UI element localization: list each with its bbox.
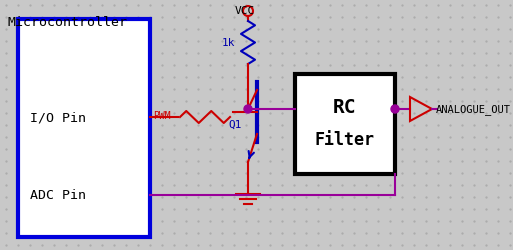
Text: PWM: PWM bbox=[153, 110, 171, 120]
Text: RC: RC bbox=[333, 98, 357, 117]
Text: VCC: VCC bbox=[235, 6, 255, 16]
Circle shape bbox=[391, 106, 399, 114]
Text: 1k: 1k bbox=[222, 38, 235, 48]
Text: ADC Pin: ADC Pin bbox=[30, 189, 86, 202]
Text: I/O Pin: I/O Pin bbox=[30, 111, 86, 124]
Text: Q1: Q1 bbox=[228, 120, 242, 130]
Text: Microcontroller: Microcontroller bbox=[8, 16, 128, 29]
Text: ANALOGUE_OUT: ANALOGUE_OUT bbox=[436, 104, 511, 115]
Bar bbox=[295, 75, 395, 174]
Text: Filter: Filter bbox=[315, 130, 375, 148]
Circle shape bbox=[244, 106, 252, 114]
Bar bbox=[18, 20, 150, 237]
